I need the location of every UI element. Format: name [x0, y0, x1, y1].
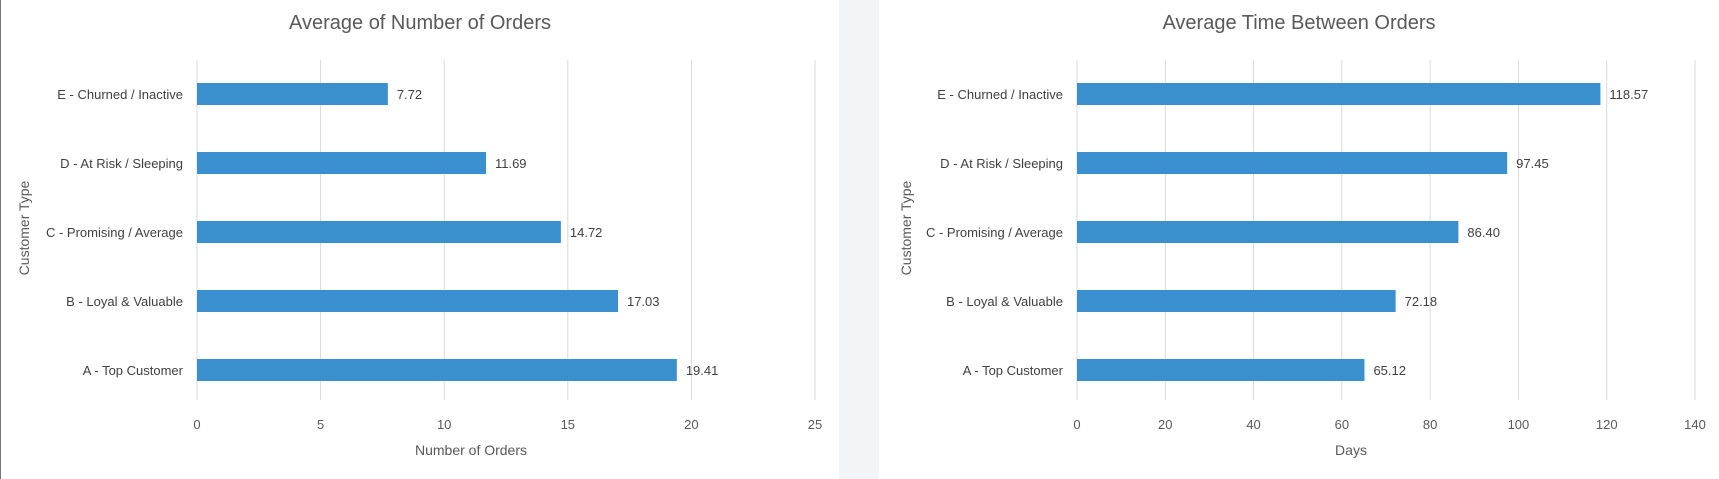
- data-label: 17.03: [627, 294, 660, 309]
- x-tick-label: 10: [437, 417, 451, 432]
- data-label: 86.40: [1467, 225, 1500, 240]
- category-label: A - Top Customer: [963, 363, 1064, 378]
- data-label: 7.72: [397, 87, 422, 102]
- category-label: B - Loyal & Valuable: [946, 294, 1063, 309]
- x-tick-label: 0: [1073, 417, 1080, 432]
- y-axis-title: Customer Type: [898, 180, 914, 275]
- x-tick-label: 100: [1508, 417, 1530, 432]
- category-label: C - Promising / Average: [926, 225, 1063, 240]
- bar: [1077, 290, 1396, 312]
- time-between-orders-chart-panel: Average Time Between Orders 0 20 40 60 80 100…: [879, 0, 1719, 479]
- x-tick-label: 0: [193, 417, 200, 432]
- category-label: E - Churned / Inactive: [57, 87, 183, 102]
- data-label: 14.72: [570, 225, 603, 240]
- orders-chart-panel: Average of Number of Orders 0 5 10 15 20 25 E …: [0, 0, 839, 479]
- category-label: A - Top Customer: [83, 363, 184, 378]
- bar: [197, 152, 486, 174]
- data-label: 11.69: [495, 156, 527, 171]
- category-label: C - Promising / Average: [46, 225, 183, 240]
- bar: [1077, 83, 1601, 105]
- x-tick-label: 5: [317, 417, 324, 432]
- x-tick-label: 20: [1158, 417, 1172, 432]
- bar: [197, 290, 618, 312]
- chart-title: Average of Number of Orders: [289, 12, 551, 34]
- data-label: 97.45: [1516, 156, 1549, 171]
- data-label: 118.57: [1609, 87, 1648, 102]
- x-axis-title: Number of Orders: [415, 442, 527, 458]
- category-label: B - Loyal & Valuable: [66, 294, 183, 309]
- x-tick-label: 15: [561, 417, 575, 432]
- data-label: 19.41: [686, 363, 719, 378]
- data-label: 72.18: [1405, 294, 1438, 309]
- orders-bar-chart: 0 5 10 15 20 25 E - Churned / Inactive 7.72 D - …: [16, 60, 822, 458]
- x-tick-label: 140: [1684, 417, 1706, 432]
- bar: [1077, 359, 1365, 381]
- bar: [197, 359, 677, 381]
- category-label: D - At Risk / Sleeping: [940, 156, 1063, 171]
- bar: [1077, 221, 1459, 243]
- bar: [1077, 152, 1508, 174]
- x-tick-label: 120: [1596, 417, 1618, 432]
- x-axis-title: Days: [1335, 442, 1367, 458]
- chart-title: Average Time Between Orders: [1162, 12, 1436, 34]
- category-label: E - Churned / Inactive: [937, 87, 1063, 102]
- x-tick-label: 20: [684, 417, 698, 432]
- bar: [197, 221, 561, 243]
- y-axis-title: Customer Type: [16, 180, 32, 275]
- x-tick-label: 25: [808, 417, 822, 432]
- bar: [197, 83, 388, 105]
- x-tick-label: 80: [1423, 417, 1437, 432]
- category-label: D - At Risk / Sleeping: [60, 156, 183, 171]
- time-between-orders-bar-chart: 0 20 40 60 80 100 120 140 E - Churned / Inactive…: [898, 60, 1706, 458]
- x-tick-label: 60: [1335, 417, 1349, 432]
- data-label: 65.12: [1373, 363, 1406, 378]
- x-tick-label: 40: [1246, 417, 1260, 432]
